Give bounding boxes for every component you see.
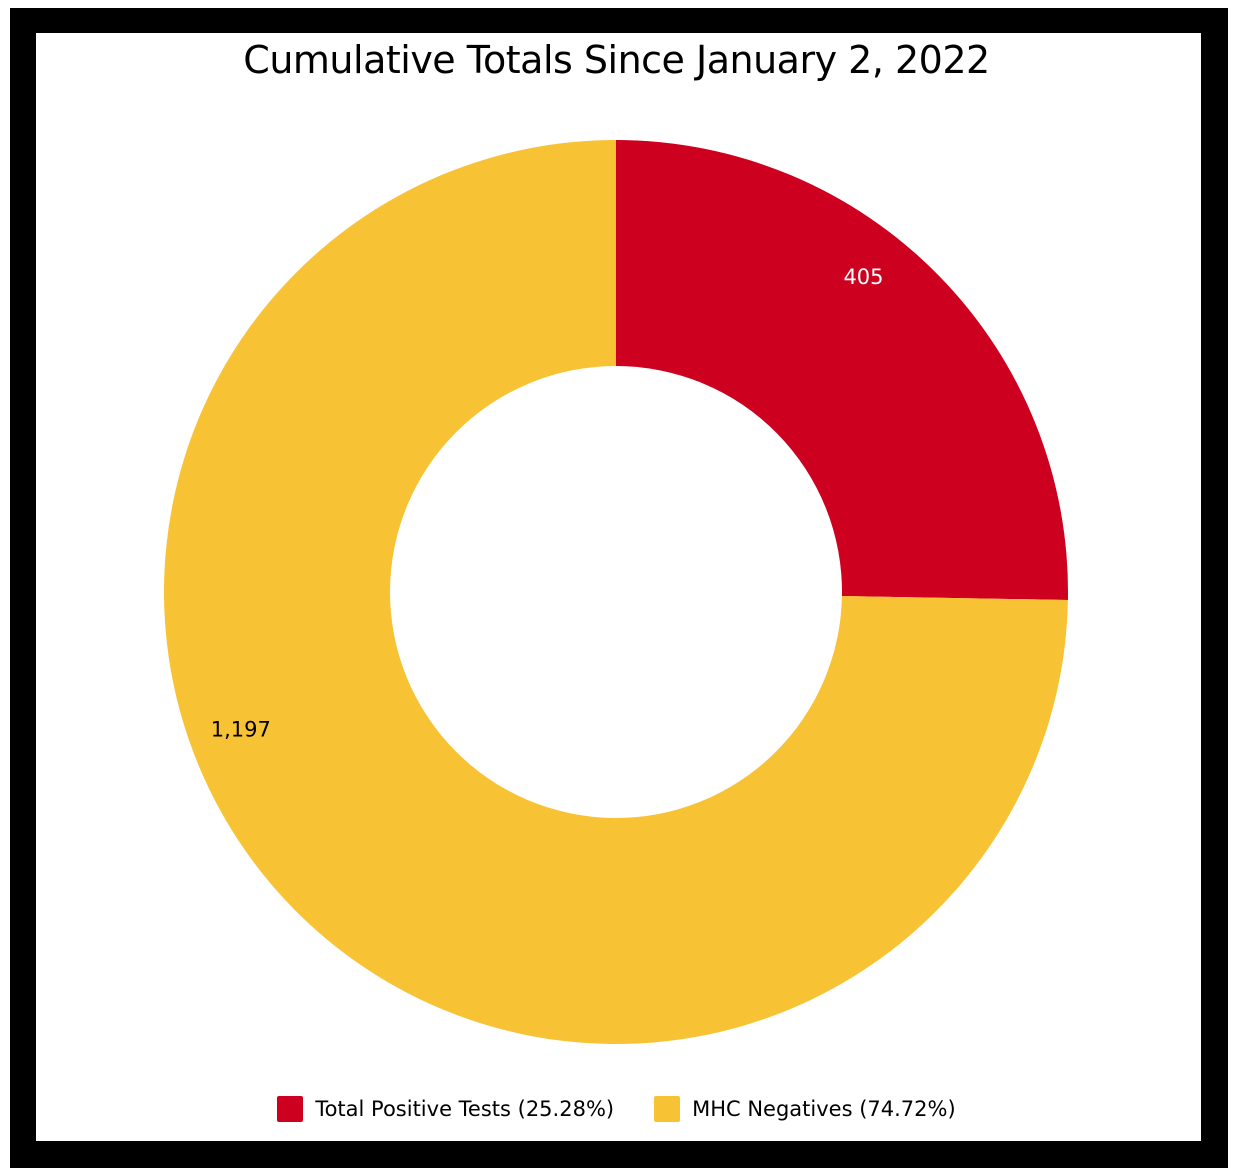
donut-value-label-negative: 1,197 [211, 718, 271, 742]
legend-label-negative: MHC Negatives (74.72%) [692, 1097, 956, 1121]
chart-legend: Total Positive Tests (25.28%) MHC Negati… [0, 1096, 1233, 1122]
legend-item-negative[interactable]: MHC Negatives (74.72%) [654, 1096, 956, 1122]
chart-title: Cumulative Totals Since January 2, 2022 [243, 38, 990, 82]
donut-slice-negative[interactable] [163, 140, 1068, 1045]
donut-slices [163, 140, 1068, 1045]
donut-value-label-positive: 405 [843, 265, 883, 289]
legend-swatch-negative [654, 1096, 681, 1122]
legend-label-positive: Total Positive Tests (25.28%) [315, 1097, 615, 1121]
legend-item-positive[interactable]: Total Positive Tests (25.28%) [277, 1096, 614, 1122]
donut-value-labels: 405 1,197 [211, 265, 884, 742]
legend-swatch-positive [277, 1096, 304, 1122]
donut-slice-positive[interactable] [616, 140, 1068, 600]
